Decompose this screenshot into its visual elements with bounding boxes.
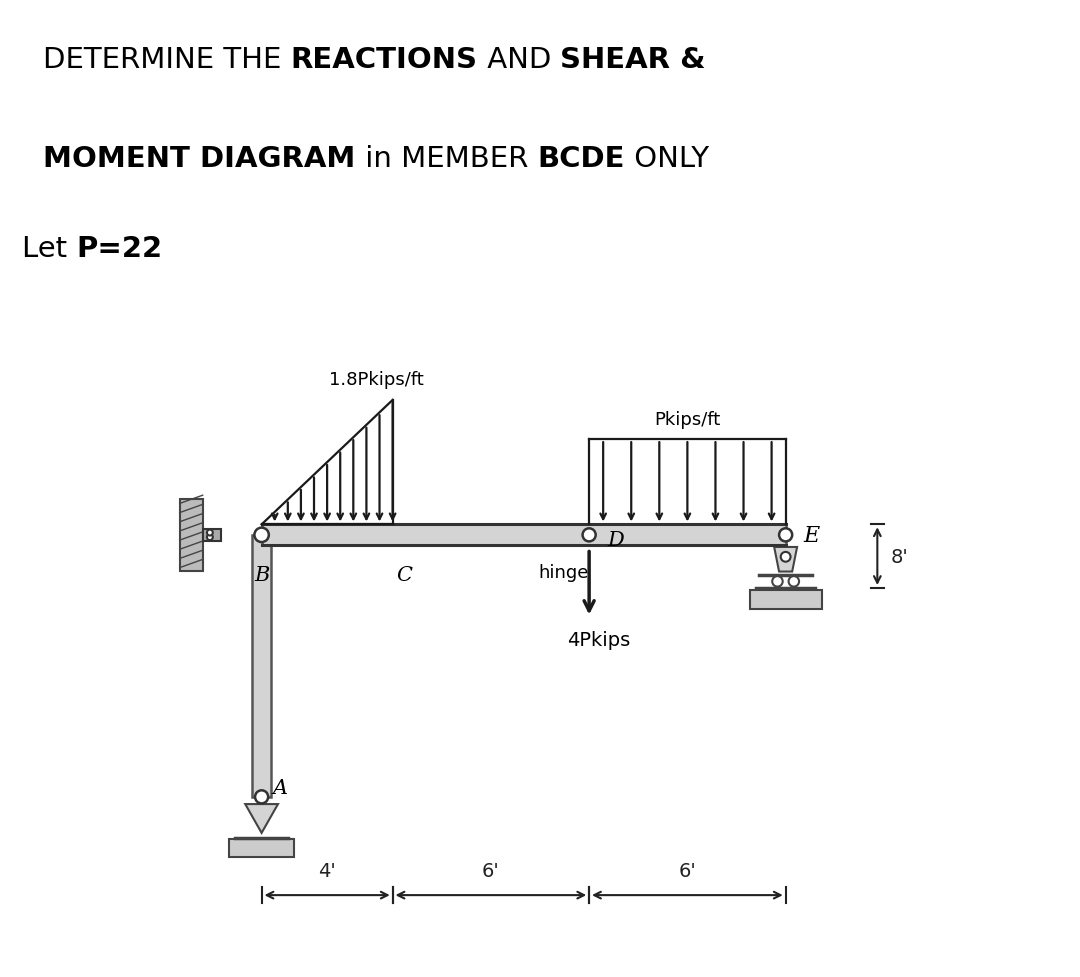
Text: BCDE: BCDE bbox=[537, 145, 624, 173]
Circle shape bbox=[772, 576, 783, 587]
Text: B: B bbox=[254, 566, 269, 584]
Circle shape bbox=[207, 534, 213, 540]
Text: D: D bbox=[607, 531, 624, 550]
Bar bbox=[203, 530, 220, 541]
Text: AND: AND bbox=[477, 46, 561, 74]
Text: 4Pkips: 4Pkips bbox=[567, 631, 631, 650]
Text: 8': 8' bbox=[890, 547, 908, 566]
Circle shape bbox=[255, 529, 269, 542]
Circle shape bbox=[582, 529, 596, 542]
Text: hinge: hinge bbox=[538, 564, 589, 581]
Polygon shape bbox=[245, 804, 278, 833]
Text: C: C bbox=[396, 566, 411, 584]
Circle shape bbox=[255, 790, 268, 804]
Polygon shape bbox=[261, 525, 785, 546]
Polygon shape bbox=[774, 547, 797, 572]
Text: REACTIONS: REACTIONS bbox=[291, 46, 477, 74]
Circle shape bbox=[779, 529, 793, 542]
Text: 4': 4' bbox=[319, 862, 336, 880]
Text: in MEMBER: in MEMBER bbox=[355, 145, 537, 173]
Polygon shape bbox=[252, 535, 271, 797]
Text: P=22: P=22 bbox=[76, 235, 162, 263]
Text: A: A bbox=[273, 778, 288, 796]
Text: E: E bbox=[804, 525, 820, 546]
Text: 1.8Pkips/ft: 1.8Pkips/ft bbox=[329, 371, 423, 389]
Text: Let: Let bbox=[22, 235, 76, 263]
Circle shape bbox=[788, 576, 799, 587]
Bar bbox=[179, 499, 203, 572]
Text: 6': 6' bbox=[678, 862, 697, 880]
Bar bbox=[229, 839, 295, 858]
Text: SHEAR &: SHEAR & bbox=[561, 46, 706, 74]
Text: 6': 6' bbox=[482, 862, 500, 880]
Bar bbox=[750, 590, 822, 610]
Text: DETERMINE THE: DETERMINE THE bbox=[43, 46, 291, 74]
Text: ONLY: ONLY bbox=[624, 145, 708, 173]
Circle shape bbox=[781, 552, 791, 562]
Text: MOMENT DIAGRAM: MOMENT DIAGRAM bbox=[43, 145, 355, 173]
Circle shape bbox=[207, 531, 213, 536]
Text: Pkips/ft: Pkips/ft bbox=[654, 410, 720, 428]
